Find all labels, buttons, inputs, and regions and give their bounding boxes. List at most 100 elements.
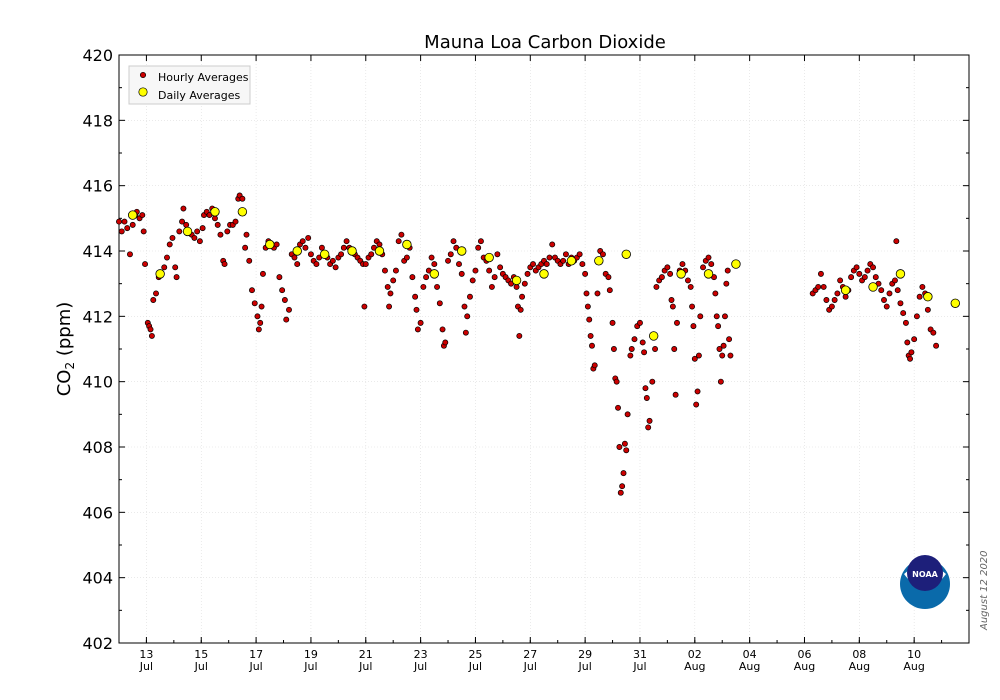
hourly-point	[864, 267, 871, 274]
hourly-point	[431, 261, 438, 268]
daily-point	[950, 298, 960, 308]
hourly-point	[894, 287, 901, 294]
hourly-point	[439, 326, 446, 333]
hourly-point	[217, 231, 224, 238]
hourly-point	[121, 218, 128, 225]
daily-point	[210, 207, 220, 217]
hourly-point	[164, 254, 170, 261]
svg-text:CO2 (ppm): CO2 (ppm)	[54, 302, 77, 397]
daily-point	[429, 269, 440, 279]
series-daily-averages	[128, 207, 960, 341]
hourly-point	[343, 238, 350, 245]
legend-daily-label: Daily Averages	[158, 89, 241, 102]
hourly-point	[582, 270, 589, 277]
hourly-point	[242, 244, 249, 251]
hourly-point	[183, 221, 190, 228]
hourly-point	[124, 225, 131, 232]
x-tick-label-month: Jul	[632, 660, 646, 673]
hourly-point	[142, 261, 148, 268]
hourly-point	[878, 287, 885, 294]
hourly-point	[694, 388, 701, 395]
hourly-point	[276, 274, 283, 281]
daily-point	[182, 226, 193, 237]
hourly-point	[467, 293, 473, 300]
x-tick-label-month: Jul	[468, 660, 482, 673]
x-tick-label-day: 31	[633, 648, 647, 661]
hourly-point	[199, 225, 206, 232]
hourly-point	[283, 316, 290, 323]
hourly-point	[414, 326, 421, 333]
hourly-point	[848, 274, 855, 281]
hourly-point	[313, 261, 320, 268]
hourly-point	[127, 251, 133, 258]
hourly-point	[386, 303, 393, 310]
date-stamp: August 12 2020	[979, 550, 990, 631]
hourly-point	[412, 293, 419, 300]
y-tick-label: 414	[82, 242, 113, 261]
hourly-point	[521, 280, 528, 287]
hourly-point	[516, 332, 523, 339]
x-tick-label-day: 15	[194, 648, 208, 661]
hourly-point	[434, 283, 441, 290]
hourly-point	[610, 346, 617, 352]
hourly-point	[361, 303, 368, 310]
hourly-point	[713, 313, 720, 320]
hourly-point	[668, 297, 675, 303]
hourly-point	[727, 352, 734, 359]
hourly-point	[517, 306, 524, 313]
hourly-point	[395, 238, 402, 245]
hourly-point	[456, 261, 462, 268]
hourly-point	[587, 332, 594, 339]
hourly-point	[294, 261, 301, 268]
hourly-point	[148, 332, 155, 339]
hourly-point	[583, 290, 590, 297]
x-tick-label-month: Aug	[903, 660, 924, 673]
x-tick-label-day: 23	[414, 648, 428, 661]
y-tick-label: 402	[82, 634, 113, 653]
hourly-point	[462, 329, 469, 336]
hourly-point	[872, 274, 879, 281]
daily-point	[265, 239, 275, 250]
hourly-point	[486, 267, 493, 274]
hourly-point	[318, 244, 325, 251]
x-tick-label-month: Jul	[194, 660, 208, 673]
hourly-point	[679, 261, 686, 268]
daily-point	[731, 259, 741, 269]
daily-point	[840, 285, 851, 295]
series-hourly-averages	[116, 192, 940, 496]
x-tick-label-day: 19	[304, 648, 318, 661]
daily-point	[895, 269, 906, 279]
hourly-point	[387, 290, 394, 297]
daily-point	[484, 252, 494, 263]
hourly-point	[147, 326, 154, 333]
hourly-point	[172, 264, 179, 271]
hourly-point	[664, 264, 671, 271]
hourly-point	[413, 306, 420, 313]
hourly-point	[828, 303, 835, 310]
hourly-point	[214, 221, 221, 228]
hourly-point	[403, 254, 410, 261]
hourly-point	[179, 218, 186, 225]
hourly-point	[897, 300, 904, 307]
hourly-point	[382, 267, 388, 274]
hourly-point	[273, 241, 280, 248]
y-axis-label: CO2 (ppm)	[54, 302, 77, 397]
noaa-logo: NOAA	[900, 555, 950, 609]
hourly-point	[461, 303, 468, 310]
hourly-point	[494, 251, 501, 258]
hourly-point	[291, 254, 298, 261]
hourly-point	[722, 313, 728, 320]
hourly-point	[919, 283, 926, 290]
hourly-point	[589, 342, 595, 349]
hourly-point	[469, 277, 476, 284]
hourly-point	[475, 244, 482, 251]
hourly-point	[902, 319, 909, 326]
hourly-point	[641, 349, 648, 356]
hourly-point	[254, 313, 261, 320]
hourly-point	[428, 254, 435, 261]
hourly-point	[546, 254, 553, 261]
hourly-point	[916, 293, 923, 300]
hourly-point	[724, 267, 731, 274]
hourly-point	[299, 238, 306, 245]
